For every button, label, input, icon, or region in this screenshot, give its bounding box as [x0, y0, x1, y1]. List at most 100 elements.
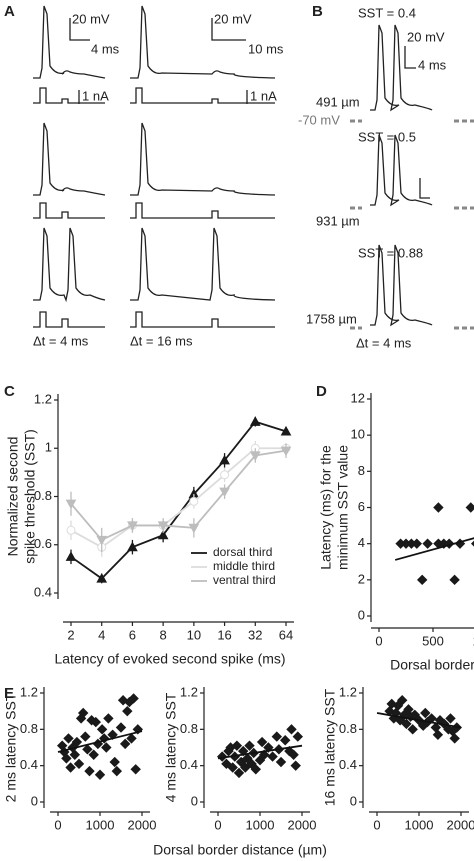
y-tick-label: 1.2: [34, 391, 52, 406]
y-tick-label: 1.2: [20, 684, 38, 699]
traces: [33, 5, 474, 330]
y-tick-label: 0: [191, 793, 198, 808]
y-tick-label: 1.2: [180, 684, 198, 699]
point: [69, 749, 81, 760]
legend-label: dorsal third: [213, 545, 272, 559]
rest-label: -70 mV: [298, 112, 340, 127]
point: [157, 521, 169, 531]
chart: 0 2 4 6 8 10 12 0 500 1000 Latency (ms) for themin…: [318, 390, 474, 673]
point: [411, 538, 423, 549]
point: [73, 758, 85, 770]
y-tick-label: 0: [350, 793, 357, 808]
legend-label: ventral third: [213, 573, 276, 587]
y-axis-label: 4 ms latency SST: [163, 692, 179, 802]
point: [416, 574, 428, 586]
point: [109, 756, 120, 768]
depth-label: 931 µm: [316, 213, 360, 228]
point: [256, 736, 268, 748]
point: [219, 454, 230, 465]
point: [63, 733, 74, 744]
panel-label: A: [4, 3, 15, 20]
point: [189, 496, 199, 506]
point: [280, 425, 292, 436]
x-axis-label: Dorsal border distance (µm): [390, 657, 474, 673]
point: [96, 535, 108, 546]
point: [65, 551, 77, 561]
point: [271, 731, 283, 742]
point: [101, 742, 112, 753]
scale-label: 20 mV: [72, 11, 110, 26]
scale-label: 10 ms: [248, 41, 284, 56]
panel-label: E: [4, 685, 14, 702]
point: [61, 753, 72, 764]
panel-label: D: [316, 383, 327, 400]
point: [250, 764, 262, 775]
x-tick-label: 2000: [288, 817, 317, 832]
trace: [130, 227, 276, 301]
x-tick-label: 2000: [128, 817, 157, 832]
point: [221, 758, 232, 770]
point: [127, 541, 138, 552]
scale-label: 20 mV: [407, 29, 445, 44]
y-tick-label: 1.2: [339, 684, 357, 699]
point: [249, 451, 261, 462]
point: [449, 733, 460, 744]
y-tick-label: 0.4: [34, 584, 52, 599]
dt-label: Δt = 4 ms: [33, 333, 89, 348]
chart: 0 0.4 0.8 1.2 0 1000 2000 4 ms latency SST: [163, 684, 317, 832]
y-tick-label: 0.8: [339, 721, 357, 736]
point: [279, 735, 291, 746]
x-tick-label: 2000: [447, 817, 474, 832]
point: [275, 756, 287, 768]
trace: [370, 24, 433, 112]
trace: [33, 5, 106, 79]
y-tick-label: 2: [358, 571, 365, 586]
point: [126, 733, 137, 744]
trace: [33, 227, 106, 303]
trace: [370, 134, 433, 207]
x-tick-label: 1000: [86, 817, 115, 832]
point: [219, 487, 230, 498]
y-axis-label: Latency (ms) for the: [318, 445, 334, 570]
point: [290, 760, 301, 771]
dt-label: Δt = 4 ms: [356, 335, 412, 350]
point: [267, 751, 278, 762]
y-tick-label: 0.4: [339, 757, 357, 772]
sst-label: SST = 0.5: [358, 129, 416, 144]
point: [420, 707, 431, 719]
point: [422, 538, 433, 549]
point: [82, 744, 93, 755]
x-tick-label: 1000: [473, 633, 474, 648]
trace: [33, 87, 105, 104]
point: [292, 731, 304, 742]
point: [244, 740, 255, 751]
point: [88, 749, 99, 760]
trace: [130, 122, 276, 196]
point: [127, 521, 138, 531]
trace: [69, 18, 90, 41]
scale-label: 4 ms: [418, 57, 447, 72]
point: [401, 718, 412, 730]
point: [96, 572, 108, 583]
chart: 0 0.4 0.8 1.2 0 1000 2000 2 ms latency SST: [3, 684, 157, 832]
point: [77, 707, 89, 719]
point: [111, 765, 123, 777]
fit-line: [376, 712, 462, 729]
y-tick-label: 12: [351, 390, 365, 405]
point: [433, 502, 444, 513]
y-tick-label: 6: [358, 499, 365, 514]
y-tick-label: 10: [351, 427, 365, 442]
point: [66, 525, 76, 535]
fit-line: [394, 537, 474, 561]
y-tick-label: 0.4: [20, 757, 38, 772]
point: [84, 765, 95, 777]
point: [65, 499, 77, 510]
y-tick-label: 0.6: [34, 536, 52, 551]
point: [231, 740, 243, 751]
y-axis-label: spike threshold (SST): [22, 429, 38, 564]
depth-label: 491 µm: [316, 94, 360, 109]
trace: [211, 18, 246, 41]
x-tick-label: 16: [217, 627, 231, 642]
